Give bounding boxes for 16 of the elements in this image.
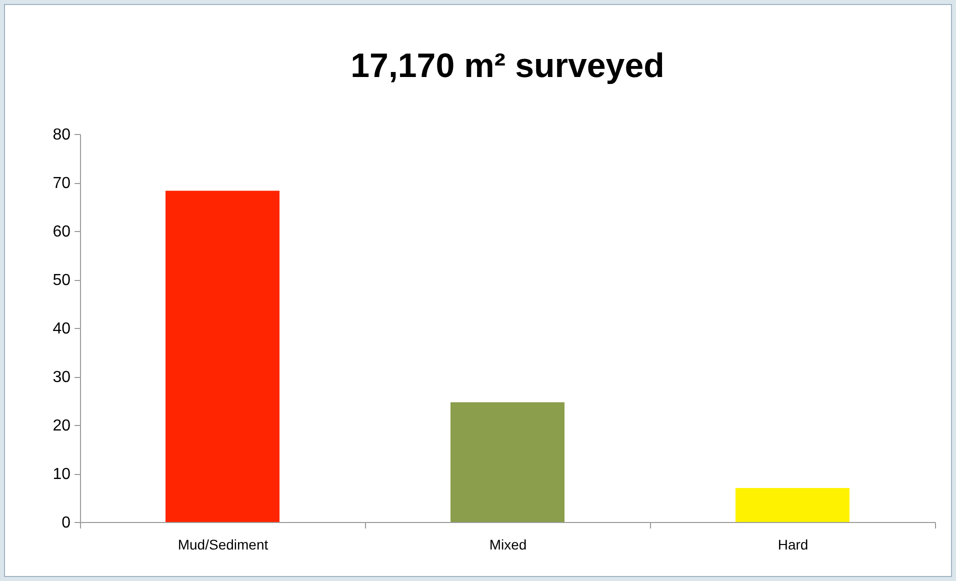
y-tick-label: 20 [52, 418, 71, 434]
y-tick-label: 80 [52, 126, 71, 144]
bar [736, 488, 850, 522]
chart-title: 17,170 m² surveyed [350, 47, 664, 85]
y-tick-label: 60 [52, 224, 71, 240]
y-tick-label: 30 [52, 369, 71, 386]
y-tick-label: 40 [52, 320, 71, 338]
bar [450, 402, 564, 522]
x-tick-label: Hard [778, 536, 808, 552]
x-tick-label: Mud/Sediment [178, 536, 268, 552]
bar [166, 190, 280, 522]
y-tick-label: 10 [52, 466, 71, 483]
y-tick-label: 70 [52, 175, 71, 192]
y-tick-label: 50 [52, 272, 71, 289]
x-tick-label: Mixed [489, 536, 527, 552]
y-tick-label: 0 [62, 514, 71, 532]
